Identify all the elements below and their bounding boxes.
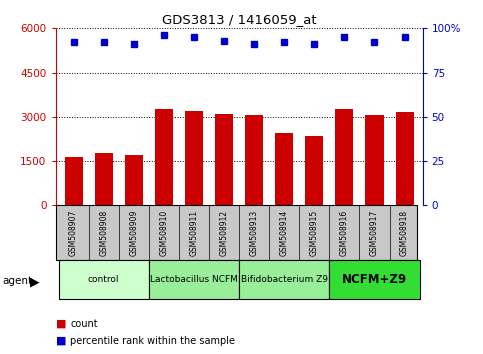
Text: GSM508911: GSM508911 bbox=[189, 210, 199, 256]
Bar bbox=[149, 260, 239, 299]
Text: NCFM+Z9: NCFM+Z9 bbox=[342, 273, 407, 286]
Text: GSM508909: GSM508909 bbox=[129, 210, 138, 256]
Bar bbox=[239, 260, 329, 299]
Text: GSM508913: GSM508913 bbox=[250, 210, 258, 256]
Bar bbox=[125, 155, 143, 205]
Text: Lactobacillus NCFM: Lactobacillus NCFM bbox=[150, 275, 238, 284]
Bar bbox=[305, 136, 323, 205]
Text: ▶: ▶ bbox=[30, 275, 40, 288]
Bar bbox=[155, 109, 173, 205]
Text: GSM508907: GSM508907 bbox=[69, 210, 78, 256]
Text: control: control bbox=[88, 275, 119, 284]
Bar bbox=[396, 113, 413, 205]
Text: agent: agent bbox=[2, 276, 32, 286]
Title: GDS3813 / 1416059_at: GDS3813 / 1416059_at bbox=[162, 13, 316, 26]
Bar bbox=[245, 115, 263, 205]
Text: Bifidobacterium Z9: Bifidobacterium Z9 bbox=[241, 275, 328, 284]
Text: GSM508914: GSM508914 bbox=[280, 210, 289, 256]
Bar bbox=[185, 111, 203, 205]
Text: ■: ■ bbox=[56, 319, 66, 329]
Text: GSM508918: GSM508918 bbox=[400, 210, 409, 256]
Bar bbox=[58, 260, 149, 299]
Text: percentile rank within the sample: percentile rank within the sample bbox=[70, 336, 235, 346]
Text: ■: ■ bbox=[56, 336, 66, 346]
Text: GSM508917: GSM508917 bbox=[370, 210, 379, 256]
Bar bbox=[329, 260, 420, 299]
Bar bbox=[366, 115, 384, 205]
Bar bbox=[335, 109, 354, 205]
Text: GSM508912: GSM508912 bbox=[220, 210, 228, 256]
Bar bbox=[95, 153, 113, 205]
Text: count: count bbox=[70, 319, 98, 329]
Bar bbox=[275, 133, 293, 205]
Text: GSM508915: GSM508915 bbox=[310, 210, 319, 256]
Text: GSM508916: GSM508916 bbox=[340, 210, 349, 256]
Bar bbox=[215, 114, 233, 205]
Text: GSM508910: GSM508910 bbox=[159, 210, 169, 256]
Bar bbox=[65, 156, 83, 205]
Text: GSM508908: GSM508908 bbox=[99, 210, 108, 256]
